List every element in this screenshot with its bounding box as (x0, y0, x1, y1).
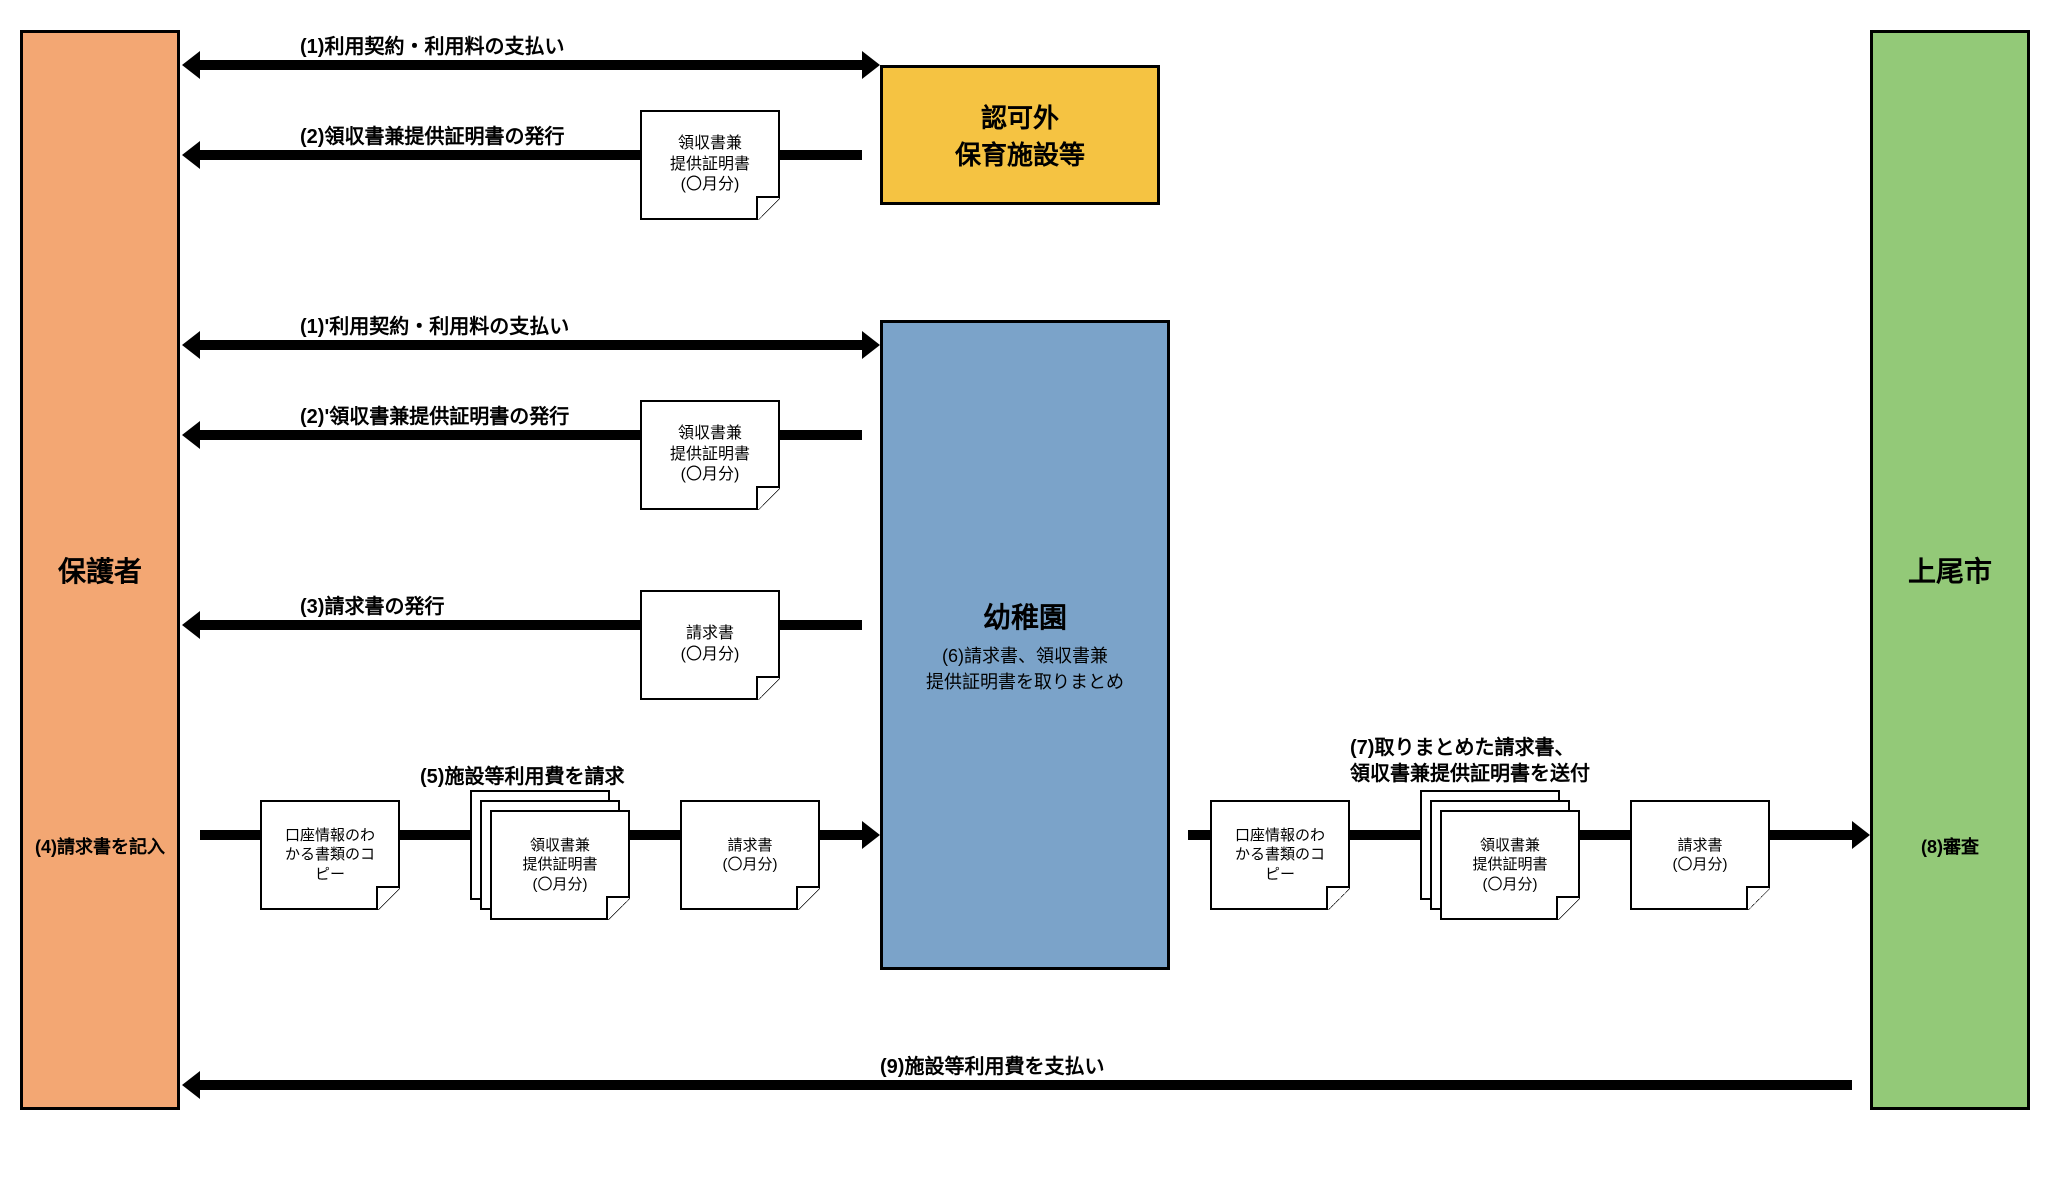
entity-guardian: 保護者 (4)請求書を記入 (20, 30, 180, 1110)
doc-5b-stack: 領収書兼 提供証明書 (〇月分) (470, 790, 640, 930)
kindergarten-sub-2: 提供証明書を取りまとめ (926, 668, 1124, 694)
caption-3: (3)請求書の発行 (300, 590, 444, 619)
entity-kindergarten: 幼稚園 (6)請求書、領収書兼 提供証明書を取りまとめ (880, 320, 1170, 970)
caption-7: (7)取りまとめた請求書、 領収書兼提供証明書を送付 (1350, 735, 1590, 787)
caption-7-l1: (7)取りまとめた請求書、 (1350, 735, 1590, 761)
diagram-canvas: 保護者 (4)請求書を記入 認可外 保育施設等 幼稚園 (6)請求書、領収書兼 … (0, 0, 2052, 1200)
arrow-9 (200, 1080, 1852, 1090)
city-note: (8)審査 (1873, 833, 2027, 859)
guardian-title: 保護者 (58, 550, 142, 590)
caption-5: (5)施設等利用費を請求 (420, 760, 624, 789)
city-title: 上尾市 (1908, 550, 1992, 590)
facility-title-2: 保育施設等 (955, 135, 1085, 172)
doc-5a: 口座情報のわ かる書類のコ ピー (260, 800, 400, 910)
kindergarten-sub-1: (6)請求書、領収書兼 (926, 642, 1124, 668)
facility-title-1: 認可外 (955, 98, 1085, 135)
caption-2p: (2)'領収書兼提供証明書の発行 (300, 400, 569, 429)
doc-2p: 領収書兼 提供証明書 (〇月分) (640, 400, 780, 510)
caption-2: (2)領収書兼提供証明書の発行 (300, 120, 564, 149)
doc-7a: 口座情報のわ かる書類のコ ピー (1210, 800, 1350, 910)
doc-5c: 請求書 (〇月分) (680, 800, 820, 910)
kindergarten-title: 幼稚園 (983, 596, 1067, 636)
arrow-1 (200, 60, 862, 70)
entity-city: 上尾市 (8)審査 (1870, 30, 2030, 1110)
doc-5b: 領収書兼 提供証明書 (〇月分) (490, 810, 630, 920)
doc-7c: 請求書 (〇月分) (1630, 800, 1770, 910)
guardian-note: (4)請求書を記入 (23, 833, 177, 859)
entity-facility: 認可外 保育施設等 (880, 65, 1160, 205)
arrow-1p (200, 340, 862, 350)
caption-1p: (1)'利用契約・利用料の支払い (300, 310, 569, 339)
doc-7b: 領収書兼 提供証明書 (〇月分) (1440, 810, 1580, 920)
doc-3: 請求書 (〇月分) (640, 590, 780, 700)
caption-9: (9)施設等利用費を支払い (880, 1050, 1104, 1079)
doc-2: 領収書兼 提供証明書 (〇月分) (640, 110, 780, 220)
caption-1: (1)利用契約・利用料の支払い (300, 30, 564, 59)
caption-7-l2: 領収書兼提供証明書を送付 (1350, 761, 1590, 787)
doc-7b-stack: 領収書兼 提供証明書 (〇月分) (1420, 790, 1590, 930)
